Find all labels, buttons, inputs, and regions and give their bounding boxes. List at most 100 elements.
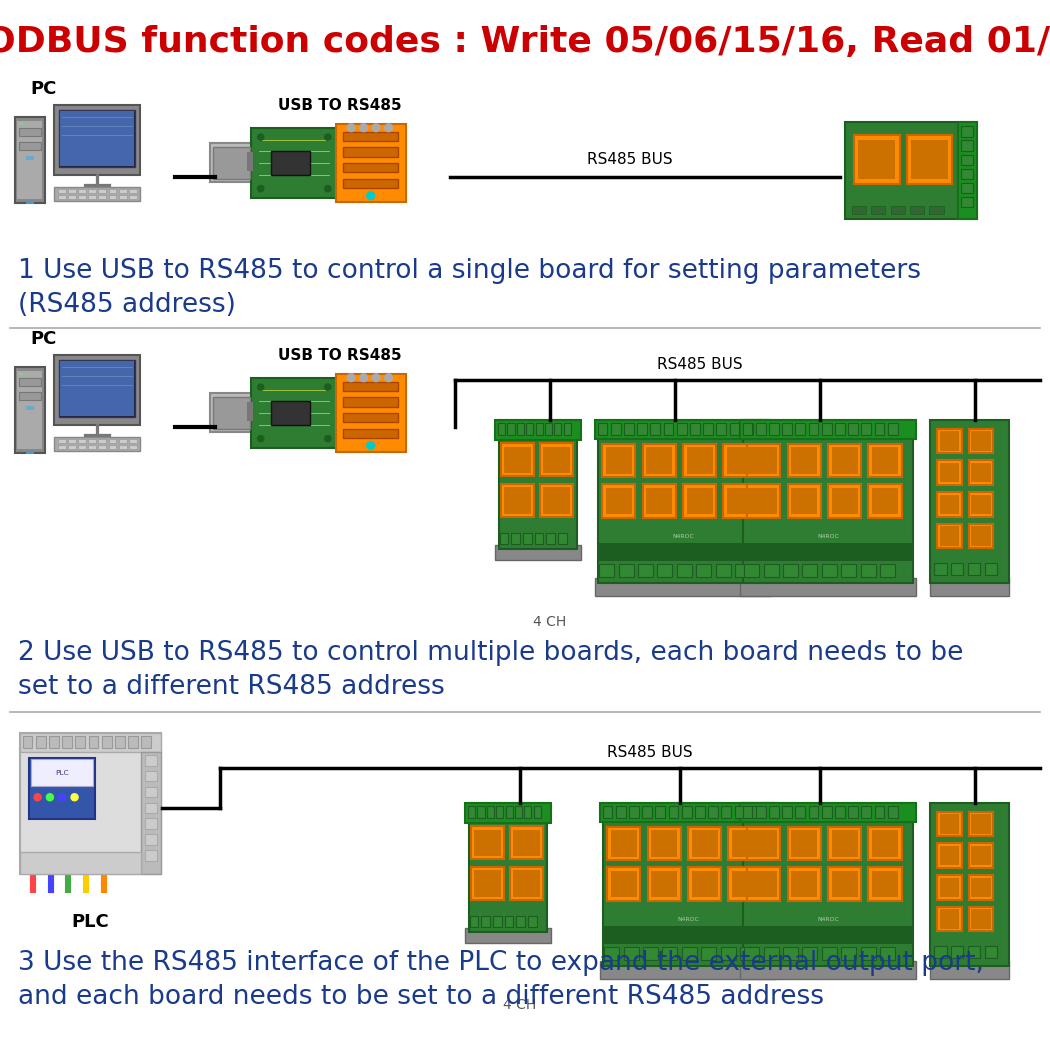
FancyBboxPatch shape	[19, 373, 23, 375]
Circle shape	[373, 374, 380, 382]
FancyBboxPatch shape	[751, 870, 777, 897]
FancyBboxPatch shape	[969, 461, 993, 485]
FancyBboxPatch shape	[732, 831, 758, 857]
FancyBboxPatch shape	[747, 444, 780, 477]
FancyBboxPatch shape	[605, 926, 772, 944]
FancyBboxPatch shape	[494, 916, 502, 927]
FancyBboxPatch shape	[835, 423, 844, 435]
FancyBboxPatch shape	[934, 563, 947, 575]
Text: N4ROC: N4ROC	[672, 534, 694, 540]
FancyBboxPatch shape	[788, 867, 821, 901]
Text: 2 Use USB to RS485 to control multiple boards, each board needs to be: 2 Use USB to RS485 to control multiple b…	[18, 640, 964, 666]
FancyBboxPatch shape	[129, 445, 136, 448]
FancyBboxPatch shape	[501, 484, 534, 517]
FancyBboxPatch shape	[940, 909, 959, 929]
FancyBboxPatch shape	[832, 831, 858, 857]
Text: PC: PC	[30, 330, 57, 348]
FancyBboxPatch shape	[88, 194, 97, 198]
FancyBboxPatch shape	[559, 533, 567, 544]
FancyBboxPatch shape	[517, 423, 524, 435]
FancyBboxPatch shape	[478, 806, 484, 818]
FancyBboxPatch shape	[692, 831, 718, 857]
FancyBboxPatch shape	[336, 124, 405, 202]
FancyBboxPatch shape	[54, 105, 140, 175]
FancyBboxPatch shape	[523, 533, 531, 544]
FancyBboxPatch shape	[861, 805, 872, 818]
FancyBboxPatch shape	[504, 487, 531, 513]
FancyBboxPatch shape	[858, 140, 896, 180]
FancyBboxPatch shape	[603, 803, 774, 966]
FancyBboxPatch shape	[536, 423, 543, 435]
Text: 4 CH: 4 CH	[503, 998, 537, 1012]
FancyBboxPatch shape	[940, 815, 959, 834]
FancyBboxPatch shape	[543, 487, 570, 513]
Circle shape	[46, 794, 54, 801]
Circle shape	[360, 124, 368, 131]
FancyBboxPatch shape	[19, 143, 41, 150]
FancyBboxPatch shape	[961, 126, 973, 136]
FancyBboxPatch shape	[832, 488, 858, 514]
FancyBboxPatch shape	[495, 545, 581, 561]
FancyBboxPatch shape	[145, 818, 158, 828]
FancyBboxPatch shape	[930, 803, 1009, 966]
FancyBboxPatch shape	[471, 867, 504, 900]
Text: USB TO RS485: USB TO RS485	[278, 348, 402, 363]
FancyBboxPatch shape	[30, 759, 93, 785]
FancyBboxPatch shape	[687, 488, 713, 514]
FancyBboxPatch shape	[524, 806, 531, 818]
FancyBboxPatch shape	[695, 805, 705, 818]
FancyBboxPatch shape	[782, 805, 792, 818]
FancyBboxPatch shape	[651, 870, 677, 897]
FancyBboxPatch shape	[681, 805, 692, 818]
FancyBboxPatch shape	[681, 947, 697, 960]
FancyBboxPatch shape	[783, 564, 798, 576]
FancyBboxPatch shape	[119, 194, 127, 198]
FancyBboxPatch shape	[58, 439, 66, 443]
FancyBboxPatch shape	[968, 563, 980, 575]
FancyBboxPatch shape	[142, 753, 161, 874]
FancyBboxPatch shape	[78, 194, 86, 198]
FancyBboxPatch shape	[119, 189, 127, 193]
FancyBboxPatch shape	[15, 366, 45, 453]
Circle shape	[257, 436, 264, 442]
FancyBboxPatch shape	[511, 533, 520, 544]
FancyBboxPatch shape	[971, 846, 991, 865]
FancyBboxPatch shape	[961, 141, 973, 151]
FancyBboxPatch shape	[142, 736, 151, 748]
FancyBboxPatch shape	[610, 831, 637, 857]
FancyBboxPatch shape	[940, 526, 959, 546]
FancyBboxPatch shape	[546, 533, 555, 544]
FancyBboxPatch shape	[880, 564, 895, 576]
FancyBboxPatch shape	[742, 803, 914, 966]
FancyBboxPatch shape	[88, 445, 97, 448]
FancyBboxPatch shape	[872, 831, 899, 857]
FancyBboxPatch shape	[828, 867, 861, 901]
FancyBboxPatch shape	[471, 826, 504, 859]
FancyBboxPatch shape	[119, 445, 127, 448]
FancyBboxPatch shape	[868, 826, 902, 860]
FancyBboxPatch shape	[20, 733, 161, 874]
FancyBboxPatch shape	[88, 736, 99, 748]
Text: 4 CH: 4 CH	[533, 615, 567, 629]
FancyBboxPatch shape	[677, 423, 687, 435]
FancyBboxPatch shape	[534, 533, 543, 544]
FancyBboxPatch shape	[475, 830, 501, 856]
Text: PLC: PLC	[71, 914, 109, 931]
FancyBboxPatch shape	[505, 806, 512, 818]
Circle shape	[324, 436, 331, 442]
FancyBboxPatch shape	[808, 423, 818, 435]
FancyBboxPatch shape	[969, 843, 993, 868]
FancyBboxPatch shape	[465, 928, 551, 943]
FancyBboxPatch shape	[145, 850, 158, 861]
FancyBboxPatch shape	[937, 843, 962, 868]
FancyBboxPatch shape	[20, 733, 161, 753]
FancyBboxPatch shape	[59, 360, 135, 418]
FancyBboxPatch shape	[62, 736, 71, 748]
FancyBboxPatch shape	[618, 564, 634, 576]
Circle shape	[366, 442, 375, 449]
FancyBboxPatch shape	[145, 771, 158, 781]
FancyBboxPatch shape	[791, 870, 818, 897]
FancyBboxPatch shape	[751, 447, 777, 474]
Circle shape	[71, 794, 78, 801]
FancyBboxPatch shape	[247, 152, 253, 171]
